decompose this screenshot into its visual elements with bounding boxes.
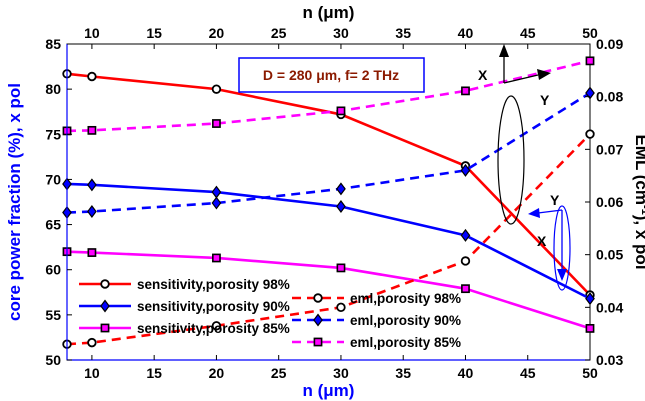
legend-swatch-marker [313,313,323,327]
data-point [87,204,97,218]
data-point [211,185,222,199]
data-point [460,163,471,177]
data-point [460,256,471,266]
y-axis-marker-1: Y [540,92,550,108]
y2-tick-label: 0.06 [596,194,623,210]
right-y-axis-label: EML (cm-1), x pol [632,134,645,269]
legend: sensitivity,porosity 98% sensitivity,poro… [79,277,461,350]
y-tick-label: 50 [45,352,61,368]
legend-swatch-marker [313,337,323,347]
legend-label: eml,porosity 85% [350,335,461,350]
data-point [585,86,595,100]
y2-tick-label: 0.08 [596,89,623,105]
top-x-tick-label: 35 [395,25,411,41]
annotation-box [238,57,425,93]
data-point [211,321,222,331]
polarization-ellipse-y [553,205,571,291]
data-point [336,200,346,214]
top-x-tick-label: 50 [582,25,598,41]
legend-label: eml,porosity 98% [350,291,461,306]
y-tick-label: 80 [45,81,61,97]
annotation-text: D = 280 μm, f= 2 THz [263,67,399,83]
y2-tick-label: 0.09 [596,36,623,52]
series-1 [62,69,595,300]
y-direction-arrow-blue [537,209,563,214]
y2-tick-label: 0.03 [596,352,623,368]
y2-tick-label: 0.05 [596,247,623,263]
top-x-tick-label: 25 [271,25,287,41]
x-tick-label: 25 [271,365,287,381]
data-point [460,228,471,242]
data-point [87,337,97,348]
data-point [87,71,97,82]
series-5 [62,86,595,220]
series-line [66,72,591,296]
y-tick-label: 55 [45,307,61,323]
y-tick-label: 70 [45,171,61,187]
polarization-diagram: X Y Y X [478,44,571,291]
polarization-ellipse-x [497,95,525,225]
legend-label: eml,porosity 90% [350,313,461,328]
top-x-axis-label: n (μm) [303,3,355,22]
series-3 [62,247,595,333]
data-point [87,125,97,135]
data-point [585,129,595,139]
series-4 [62,129,595,349]
legend-swatch-marker [100,279,110,289]
data-point [336,302,346,313]
x-tick-label: 45 [520,365,536,381]
blue-y-arrow-head-icon [528,208,540,218]
x-tick-label: 40 [458,365,474,381]
y-tick-label: 65 [45,217,61,233]
x-tick-label: 20 [209,365,225,381]
x-tick-label: 10 [84,365,100,381]
data-point [212,119,221,128]
data-point [461,284,470,294]
data-point [585,56,595,66]
y-arrow-head-icon [499,44,509,57]
y2-tick-label: 0.04 [596,299,623,315]
data-point [336,106,346,116]
data-point [212,253,221,263]
top-x-tick-label: 40 [458,25,474,41]
y2-tick-label: 0.07 [596,141,623,157]
x-tick-label: 35 [395,365,411,381]
y-tick-label: 75 [45,126,61,142]
y-axis-marker-2: Y [550,192,560,208]
x-axis-marker-1: X [478,67,488,83]
top-x-tick-label: 20 [209,25,225,41]
data-point [211,84,222,94]
data-point [87,248,97,257]
legend-swatch-marker [313,293,323,303]
legend-swatch-marker [100,299,110,313]
top-x-tick-label: 10 [84,25,100,41]
data-point [211,196,222,210]
data-point [585,292,595,306]
x-tick-label: 30 [333,365,349,381]
x-direction-arrow [503,74,539,84]
data-point [585,323,595,333]
top-x-tick-label: 15 [146,25,162,41]
data-point [336,182,346,196]
x-axis-label: n (μm) [303,381,355,400]
data-point [336,263,346,273]
blue-x-arrow-head-icon [557,269,567,281]
data-point [87,178,97,192]
x-tick-label: 15 [146,365,162,381]
top-x-tick-label: 45 [520,25,536,41]
x-axis-marker-2: X [537,233,547,249]
left-y-axis-label: core power fraction (%), x pol [5,83,24,321]
x-arrow-head-icon [537,69,551,80]
data-point [461,86,470,96]
legend-label: sensitivity,porosity 85% [137,321,290,336]
y-tick-label: 60 [45,262,61,278]
legend-label: sensitivity,porosity 98% [137,277,290,292]
legend-label: sensitivity,porosity 90% [137,299,290,314]
y-tick-label: 85 [45,36,61,52]
x-tick-label: 50 [582,365,598,381]
top-x-tick-label: 30 [333,25,349,41]
legend-swatch-marker [100,323,110,333]
